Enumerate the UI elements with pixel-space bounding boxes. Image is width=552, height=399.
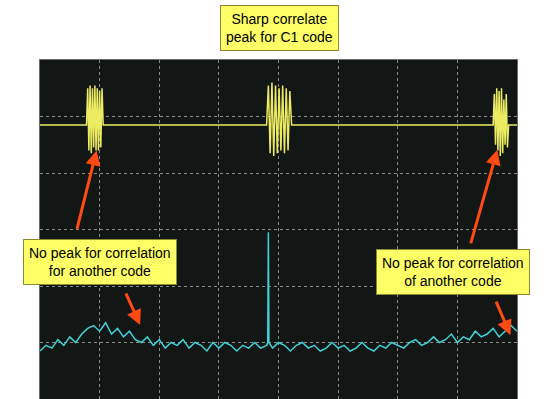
svg-text:No peak for correlationof anot: No peak for correlationof another code [382,255,524,289]
svg-text:No peak for correlationfor ano: No peak for correlationfor another code [29,245,171,279]
svg-text:Sharp correlatepeak for C1 cod: Sharp correlatepeak for C1 code [226,11,333,45]
